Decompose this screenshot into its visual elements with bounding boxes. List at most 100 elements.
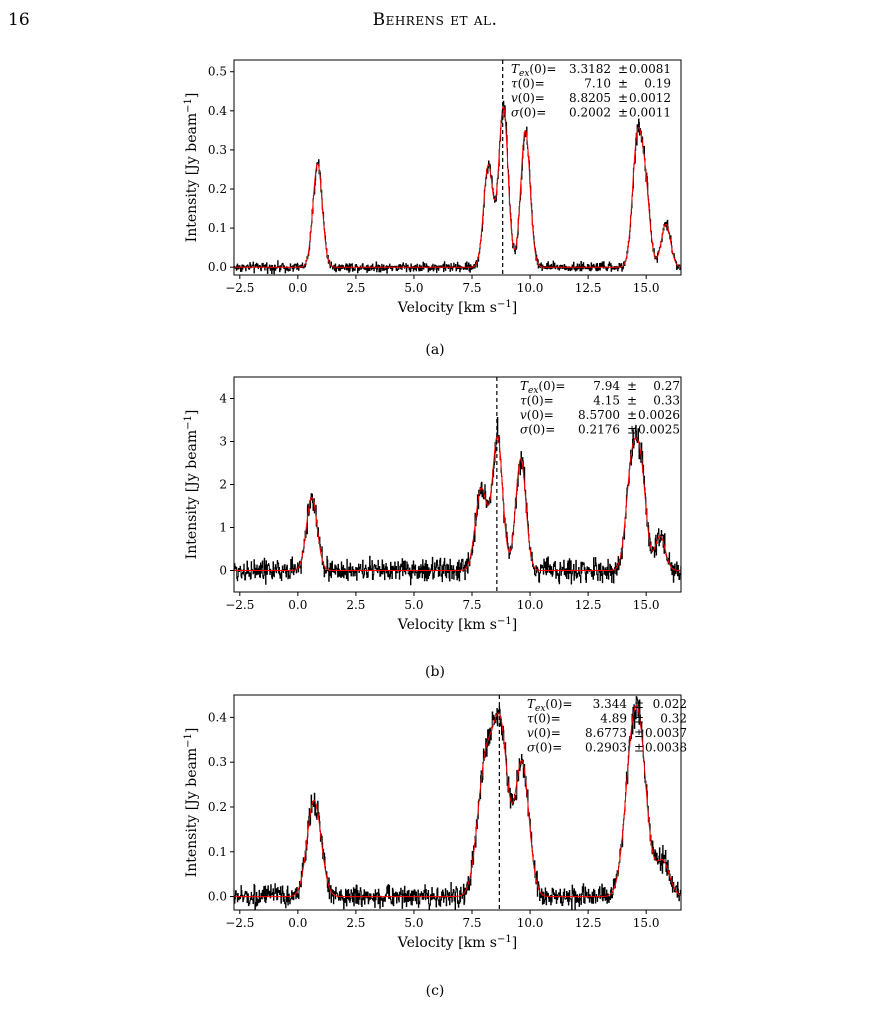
fit-parameter-error: 0.0011 bbox=[629, 106, 671, 120]
x-tick-label: 15.0 bbox=[633, 598, 660, 612]
x-tick-label: 15.0 bbox=[633, 281, 660, 295]
fit-parameter-value: 4.15 bbox=[593, 394, 620, 408]
spectrum-figure-c: −2.5 0.0 2.5 5.0 7.5 10.0 12.5 15.0 0.0 0.1 0.2 0.3… bbox=[183, 694, 687, 952]
plus-minus-sign: ± bbox=[618, 77, 628, 91]
fit-parameter-error: 0.32 bbox=[660, 712, 687, 726]
y-tick-label: 0.5 bbox=[208, 65, 227, 79]
y-tick-label: 0.4 bbox=[208, 710, 227, 724]
x-tick-label: 12.5 bbox=[575, 281, 602, 295]
fit-parameter-label: σ(0)= bbox=[527, 741, 562, 755]
fit-parameter-error: 0.022 bbox=[653, 697, 687, 711]
x-tick-label: 12.5 bbox=[575, 916, 602, 930]
plus-minus-sign: ± bbox=[634, 726, 644, 740]
x-tick-label: 10.0 bbox=[517, 598, 544, 612]
y-axis-label: Intensity [Jy beam−1] bbox=[183, 728, 201, 878]
plus-minus-sign: ± bbox=[627, 408, 637, 422]
y-tick-label: 3 bbox=[219, 435, 227, 449]
fit-parameter-label: σ(0)= bbox=[511, 106, 546, 120]
fit-parameter-error: 0.0026 bbox=[638, 408, 680, 422]
x-tick-label: 2.5 bbox=[346, 916, 365, 930]
x-tick-label: 10.0 bbox=[517, 916, 544, 930]
model-fit-line bbox=[234, 704, 681, 898]
x-tick-label: −2.5 bbox=[225, 281, 254, 295]
fit-parameter-label: Tex(0)= bbox=[511, 62, 556, 79]
fit-parameter-label: τ(0)= bbox=[527, 712, 561, 726]
x-tick-label: 5.0 bbox=[404, 916, 423, 930]
fit-parameter-error: 0.27 bbox=[653, 379, 680, 393]
fit-parameter-label: v(0)= bbox=[527, 726, 561, 740]
x-axis-label: Velocity [km s−1] bbox=[397, 934, 517, 952]
fit-parameter-error: 0.0081 bbox=[629, 62, 671, 76]
x-tick-label: 5.0 bbox=[404, 281, 423, 295]
fit-parameter-label: τ(0)= bbox=[520, 394, 554, 408]
model-fit-line bbox=[234, 434, 681, 571]
plus-minus-sign: ± bbox=[618, 62, 628, 76]
data-spectrum-line bbox=[234, 417, 681, 586]
fit-parameter-value: 0.2176 bbox=[578, 423, 620, 437]
y-axis-label: Intensity [Jy beam−1] bbox=[183, 410, 201, 560]
figure-caption-b: (b) bbox=[425, 664, 445, 680]
y-tick-label: 4 bbox=[219, 392, 227, 406]
fit-parameter-value: 8.8205 bbox=[569, 91, 611, 105]
figure-caption-c: (c) bbox=[425, 983, 445, 999]
plot-frame bbox=[233, 694, 682, 911]
spectrum-figure-b: −2.5 0.0 2.5 5.0 7.5 10.0 12.5 15.0 0 1 2 3 4 Velocit… bbox=[183, 376, 682, 633]
fit-parameter-label: v(0)= bbox=[520, 408, 554, 422]
fit-parameter-value: 3.3182 bbox=[569, 62, 611, 76]
y-tick-label: 0.4 bbox=[208, 104, 227, 118]
x-tick-label: 7.5 bbox=[462, 598, 481, 612]
fit-parameter-error: 0.0012 bbox=[629, 91, 671, 105]
y-tick-label: 0.1 bbox=[208, 221, 227, 235]
fit-parameter-error: 0.0038 bbox=[645, 741, 687, 755]
x-tick-label: 2.5 bbox=[346, 598, 365, 612]
plus-minus-sign: ± bbox=[634, 712, 644, 726]
fit-parameter-value: 8.6773 bbox=[585, 726, 627, 740]
y-tick-label: 0.3 bbox=[208, 143, 227, 157]
x-tick-label: 12.5 bbox=[575, 598, 602, 612]
x-tick-label: 0.0 bbox=[288, 281, 307, 295]
model-fit-line bbox=[234, 105, 681, 268]
x-tick-label: 2.5 bbox=[346, 281, 365, 295]
fit-parameter-error: 0.0025 bbox=[638, 423, 680, 437]
plus-minus-sign: ± bbox=[627, 423, 637, 437]
fit-parameter-value: 7.10 bbox=[584, 77, 611, 91]
x-tick-label: 0.0 bbox=[288, 916, 307, 930]
y-tick-label: 2 bbox=[219, 478, 227, 492]
figure-caption-a: (a) bbox=[425, 342, 445, 358]
fit-parameter-label: Tex(0)= bbox=[520, 379, 565, 396]
fit-parameter-label: τ(0)= bbox=[511, 77, 545, 91]
y-tick-label: 0.3 bbox=[208, 755, 227, 769]
x-tick-label: −2.5 bbox=[225, 916, 254, 930]
x-tick-label: 7.5 bbox=[462, 916, 481, 930]
y-tick-label: 0.2 bbox=[208, 800, 227, 814]
x-tick-label: 0.0 bbox=[288, 598, 307, 612]
fit-parameter-value: 0.2002 bbox=[569, 106, 611, 120]
x-tick-label: 7.5 bbox=[462, 281, 481, 295]
y-tick-label: 0.1 bbox=[208, 845, 227, 859]
fit-parameter-error: 0.0037 bbox=[645, 726, 687, 740]
y-tick-label: 0.2 bbox=[208, 182, 227, 196]
running-head: Behrens et al. bbox=[372, 10, 498, 30]
fit-parameter-value: 0.2903 bbox=[585, 741, 627, 755]
x-tick-label: −2.5 bbox=[225, 598, 254, 612]
plot-frame bbox=[233, 59, 682, 276]
fit-parameter-label: v(0)= bbox=[511, 91, 545, 105]
spectrum-figure-a: −2.5 0.0 2.5 5.0 7.5 10.0 12.5 15.0 0.0 0.1 0.2 0.3… bbox=[183, 59, 682, 317]
x-tick-label: 15.0 bbox=[633, 916, 660, 930]
plus-minus-sign: ± bbox=[618, 106, 628, 120]
fit-parameter-value: 8.5700 bbox=[578, 408, 620, 422]
plus-minus-sign: ± bbox=[618, 91, 628, 105]
y-axis-label: Intensity [Jy beam−1] bbox=[183, 93, 201, 243]
page-number: 16 bbox=[8, 10, 30, 30]
fit-parameter-error: 0.33 bbox=[653, 394, 680, 408]
x-axis-label: Velocity [km s−1] bbox=[397, 299, 517, 317]
plus-minus-sign: ± bbox=[634, 697, 644, 711]
y-tick-label: 0 bbox=[219, 564, 227, 578]
fit-parameter-label: Tex(0)= bbox=[527, 697, 572, 714]
fit-parameter-label: σ(0)= bbox=[520, 423, 555, 437]
x-tick-label: 5.0 bbox=[404, 598, 423, 612]
plus-minus-sign: ± bbox=[627, 394, 637, 408]
fit-parameter-value: 4.89 bbox=[600, 712, 627, 726]
fit-parameter-error: 0.19 bbox=[644, 77, 671, 91]
data-spectrum-line bbox=[234, 100, 681, 275]
